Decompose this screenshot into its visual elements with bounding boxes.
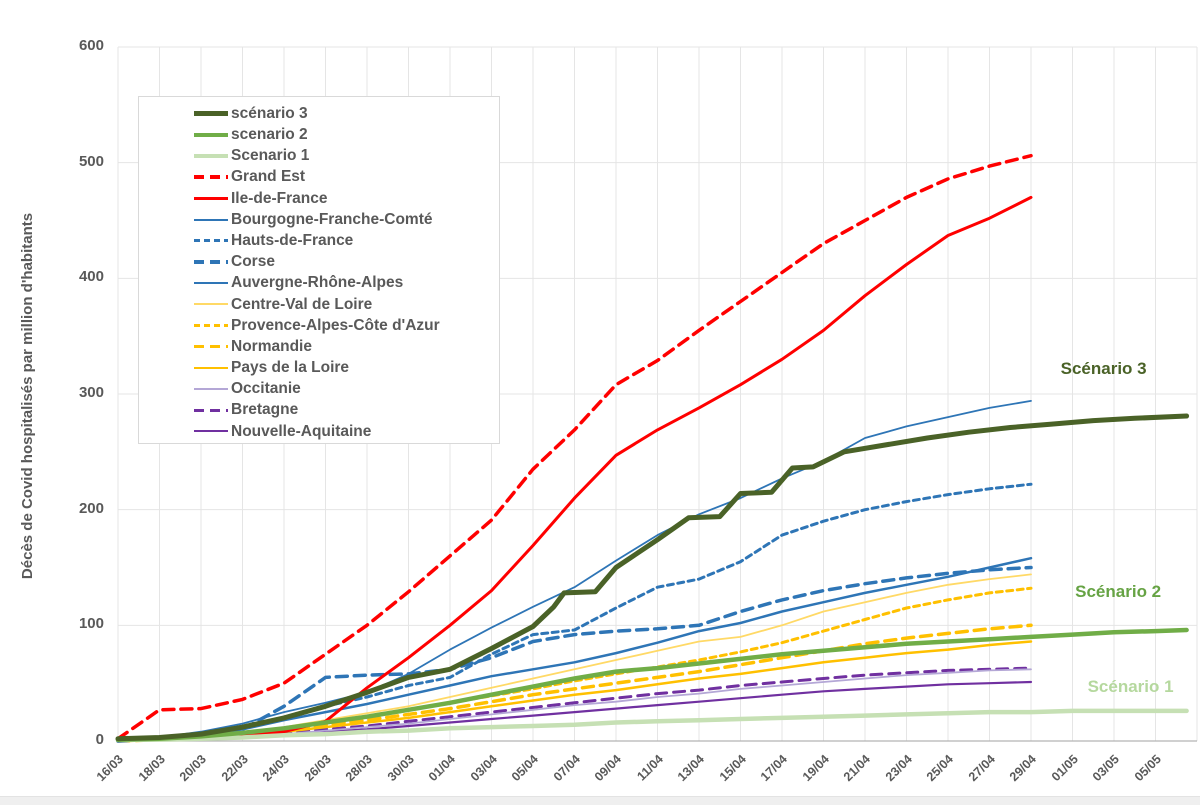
legend-swatch-scenario-2 <box>194 132 228 137</box>
legend-swatch-bretagne <box>194 408 228 412</box>
legend-item-grand-est: Grand Est <box>194 167 499 188</box>
legend-label: Occitanie <box>231 380 301 398</box>
legend-item-ile-de-france: Ile-de-France <box>194 188 499 209</box>
legend-swatch-sc-nario-3 <box>194 111 228 117</box>
legend-label: Grand Est <box>231 168 306 186</box>
legend-item-scenario-2: scenario 2 <box>194 124 499 145</box>
legend-swatch-grand-est <box>194 175 228 179</box>
legend-label: Bourgogne-Franche-Comté <box>231 210 433 228</box>
legend-swatch-provence-alpes-c-te-d-azur <box>194 323 228 327</box>
legend-label: Auvergne-Rhône-Alpes <box>231 274 404 292</box>
legend-label: Bretagne <box>231 401 299 419</box>
chart-legend: scénario 3 scenario 2 Scenario 1 Grand Est I… <box>138 96 500 444</box>
y-tick-label: 0 <box>95 731 104 748</box>
legend-item-pays-de-la-loire: Pays de la Loire <box>194 357 499 378</box>
legend-label: Centre-Val de Loire <box>231 295 373 313</box>
legend-label: Hauts-de-France <box>231 231 354 249</box>
legend-item-nouvelle-aquitaine: Nouvelle-Aquitaine <box>194 421 499 442</box>
legend-item-occitanie: Occitanie <box>194 378 499 399</box>
y-tick-label: 200 <box>78 499 104 517</box>
series-line-bourgogne-franche-comt <box>117 399 1032 741</box>
legend-swatch-occitanie <box>194 388 228 391</box>
annotation-sc-nario-3: Scénario 3 <box>1060 358 1147 378</box>
series-line-scenario-1 <box>115 708 1189 743</box>
legend-label: scenario 2 <box>231 126 308 144</box>
legend-label: scénario 3 <box>231 104 308 122</box>
series-line-grand-est <box>116 153 1033 741</box>
legend-label: Provence-Alpes-Côte d'Azur <box>231 316 440 334</box>
legend-label: Ile-de-France <box>231 189 328 207</box>
annotation-sc-nario-2: Scénario 2 <box>1075 581 1162 601</box>
legend-label: Nouvelle-Aquitaine <box>231 422 372 440</box>
series-line-corse <box>116 565 1033 743</box>
legend-item-centre-val-de-loire: Centre-Val de Loire <box>194 294 499 315</box>
legend-label: Pays de la Loire <box>231 359 350 377</box>
legend-item-auvergne-rh-ne-alpes: Auvergne-Rhône-Alpes <box>194 273 499 294</box>
legend-swatch-nouvelle-aquitaine <box>194 430 228 433</box>
legend-item-corse: Corse <box>194 251 499 272</box>
legend-swatch-auvergne-rh-ne-alpes <box>194 282 228 285</box>
legend-item-bourgogne-franche-comt: Bourgogne-Franche-Comté <box>194 209 499 230</box>
y-tick-label: 600 <box>78 36 104 54</box>
legend-swatch-scenario-1 <box>194 153 228 158</box>
legend-item-bretagne: Bretagne <box>194 400 499 421</box>
legend-label: Normandie <box>231 337 312 355</box>
legend-swatch-pays-de-la-loire <box>194 366 228 369</box>
legend-item-provence-alpes-c-te-d-azur: Provence-Alpes-Côte d'Azur <box>194 315 499 336</box>
legend-swatch-ile-de-france <box>194 196 228 200</box>
legend-label: Scenario 1 <box>231 147 310 165</box>
y-tick-label: 400 <box>78 268 104 286</box>
legend-swatch-centre-val-de-loire <box>194 303 228 306</box>
legend-swatch-corse <box>194 260 228 264</box>
legend-item-scenario-1: Scenario 1 <box>194 145 499 166</box>
legend-item-sc-nario-3: scénario 3 <box>194 103 499 124</box>
y-tick-label: 500 <box>78 152 104 170</box>
legend-swatch-hauts-de-france <box>194 239 228 243</box>
legend-item-normandie: Normandie <box>194 336 499 357</box>
bottom-bar <box>0 796 1200 805</box>
legend-item-hauts-de-france: Hauts-de-France <box>194 230 499 251</box>
legend-swatch-normandie <box>194 344 228 349</box>
legend-label: Corse <box>231 253 275 271</box>
series-line-scenario-2 <box>115 627 1189 743</box>
annotation-sc-nario-1: Scénario 1 <box>1087 676 1174 696</box>
y-axis-title: Décès de Covid hospitalisés par million … <box>19 212 36 580</box>
y-tick-label: 300 <box>78 383 104 401</box>
series-line-ile-de-france <box>116 195 1033 742</box>
y-tick-label: 100 <box>78 615 104 633</box>
legend-swatch-bourgogne-franche-comt <box>194 218 228 221</box>
series-line-sc-nario-3 <box>115 413 1190 742</box>
